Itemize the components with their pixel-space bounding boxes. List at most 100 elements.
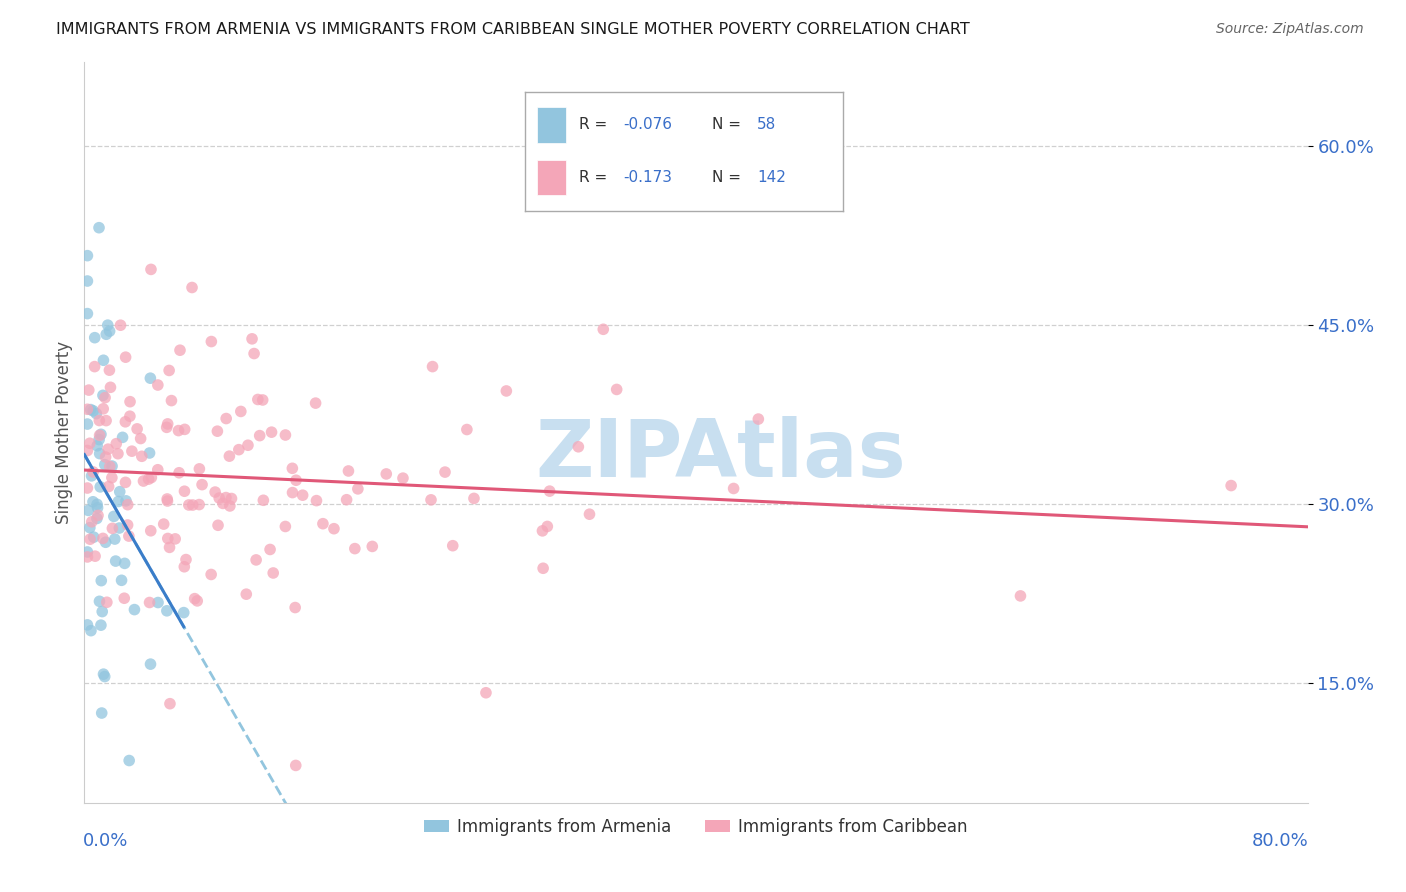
Point [124,602,146,616]
Point [118,529,141,543]
Point [91,605,114,619]
Point [89,447,111,461]
Point [456,423,478,437]
Point [375,467,398,481]
Point [606,383,628,397]
Point [108,521,131,535]
Point [343,541,366,556]
Text: 0.0%: 0.0% [83,832,128,850]
Point [79,521,101,535]
Point [98,363,121,377]
Point [191,477,214,491]
Point [291,488,314,502]
Point [76,549,98,564]
Point [304,396,326,410]
Point [93,353,115,368]
Point [114,415,136,429]
Point [229,404,252,418]
Point [118,754,141,768]
Point [101,471,124,485]
Point [285,473,308,487]
Point [118,394,141,409]
Point [90,427,112,442]
Point [173,559,195,574]
Point [361,540,384,554]
Point [117,518,139,533]
Point [173,606,195,620]
Point [82,465,104,479]
Point [215,491,238,505]
Point [139,657,162,672]
Point [141,470,163,484]
Point [207,518,229,533]
Point [578,507,600,521]
Point [188,498,211,512]
Point [274,519,297,533]
Point [76,307,98,321]
Point [284,758,307,772]
Point [87,433,110,447]
Point [104,554,127,568]
Point [723,482,745,496]
Point [146,378,169,392]
Point [274,428,297,442]
Point [96,595,118,609]
Point [174,552,197,566]
Point [89,428,111,442]
Point [94,414,117,428]
Point [173,484,195,499]
Point [77,383,100,397]
Point [159,697,181,711]
Point [91,388,114,402]
Point [531,524,554,538]
Point [139,524,162,538]
Point [97,442,120,457]
Point [105,436,128,450]
Point [111,430,134,444]
Point [94,450,117,464]
Point [243,346,266,360]
Point [536,519,558,533]
Point [127,422,149,436]
Point [169,343,191,358]
Point [183,591,205,606]
Point [114,350,136,364]
Point [441,539,464,553]
Point [79,402,101,417]
Point [129,432,152,446]
Point [156,491,179,506]
Point [97,318,120,333]
Point [221,491,243,506]
Point [188,462,211,476]
Point [90,618,112,632]
Point [531,561,554,575]
Point [336,492,359,507]
Text: Source: ZipAtlas.com: Source: ZipAtlas.com [1216,22,1364,37]
Point [157,363,180,377]
Point [160,393,183,408]
Point [89,594,111,608]
Point [260,425,283,439]
Point [79,532,101,546]
Point [218,499,240,513]
Point [240,332,263,346]
Point [76,274,98,288]
Point [80,468,103,483]
Point [159,541,181,555]
Point [90,574,112,588]
Point [249,428,271,442]
Point [86,407,108,421]
Point [204,485,226,500]
Point [156,417,179,431]
Point [208,491,231,505]
Point [156,494,179,508]
Point [103,509,125,524]
Point [132,474,155,488]
Point [567,440,589,454]
Point [76,417,98,431]
Point [245,553,267,567]
Point [77,503,100,517]
Point [337,464,360,478]
Point [139,262,162,277]
Point [93,669,115,683]
